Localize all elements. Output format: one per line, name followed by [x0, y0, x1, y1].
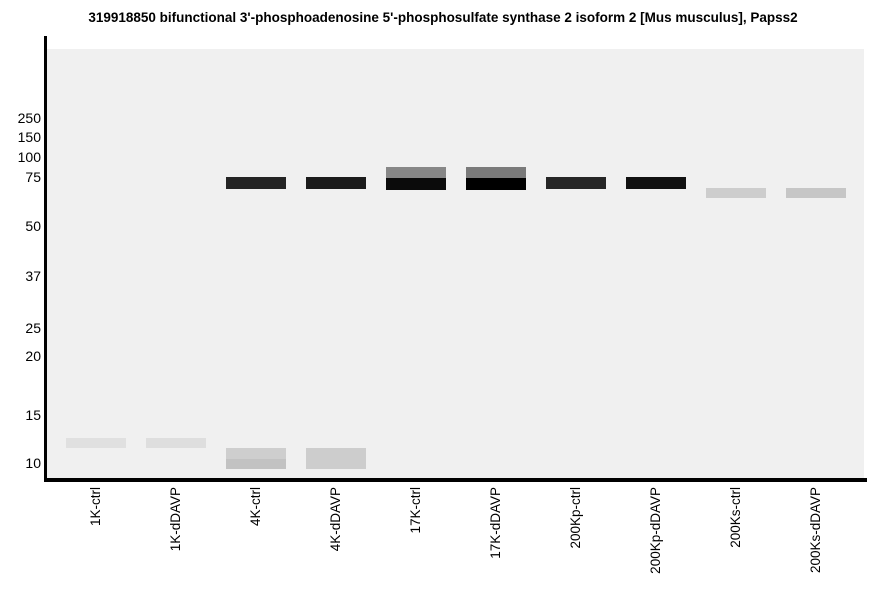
mw-marker-label: 10 — [25, 455, 41, 471]
protein-band — [706, 188, 766, 198]
chart-title: 319918850 bifunctional 3'-phosphoadenosi… — [88, 10, 798, 25]
x-axis-line — [44, 478, 867, 482]
protein-band — [546, 177, 606, 189]
protein-band — [306, 177, 366, 189]
lane-label: 17K-dDAVP — [488, 487, 503, 559]
protein-band — [226, 448, 286, 459]
lane-label: 1K-dDAVP — [168, 487, 183, 552]
lane-label: 4K-ctrl — [248, 487, 263, 527]
lane-label: 1K-ctrl — [88, 487, 103, 527]
mw-marker-label: 20 — [25, 348, 41, 364]
mw-marker-label: 25 — [25, 320, 41, 336]
lane-label: 200Ks-dDAVP — [808, 487, 823, 574]
protein-band — [306, 448, 366, 469]
protein-band — [66, 438, 126, 448]
protein-band — [466, 178, 526, 190]
lane-label: 200Ks-ctrl — [728, 487, 743, 548]
protein-band — [786, 188, 846, 198]
mw-marker-label: 15 — [25, 407, 41, 423]
plot-area — [46, 49, 864, 478]
protein-band — [226, 177, 286, 189]
protein-band — [466, 167, 526, 178]
mw-marker-label: 75 — [25, 169, 41, 185]
lane-label: 4K-dDAVP — [328, 487, 343, 552]
mw-marker-label: 37 — [25, 268, 41, 284]
mw-marker-label: 50 — [25, 218, 41, 234]
protein-band — [146, 438, 206, 448]
protein-band — [226, 459, 286, 469]
mw-marker-label: 100 — [17, 149, 41, 165]
protein-band — [386, 167, 446, 178]
protein-band — [626, 177, 686, 189]
lane-label: 200Kp-ctrl — [568, 487, 583, 549]
protein-band — [386, 178, 446, 190]
mw-marker-label: 150 — [17, 129, 41, 145]
y-axis-line — [44, 36, 47, 482]
mw-marker-label: 250 — [17, 110, 41, 126]
lane-label: 200Kp-dDAVP — [648, 487, 663, 574]
lane-label: 17K-ctrl — [408, 487, 423, 534]
